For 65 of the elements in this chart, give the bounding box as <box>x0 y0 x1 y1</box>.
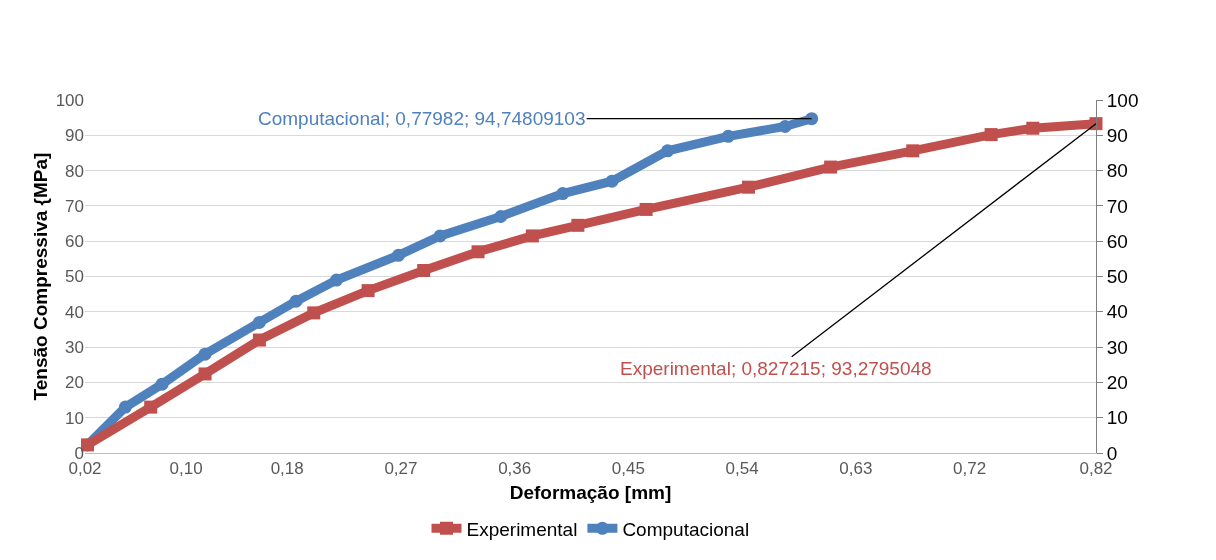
point <box>824 160 838 174</box>
point <box>155 377 169 391</box>
y-axis-title: Tensão Compressiva {MPa] <box>30 152 52 401</box>
legend-label: Experimental <box>466 518 578 540</box>
point <box>252 333 266 347</box>
point <box>494 209 508 223</box>
point <box>906 144 920 158</box>
legend-label: Computacional <box>622 518 750 540</box>
point <box>721 129 735 143</box>
x-tick-label: 0,18 <box>270 459 304 479</box>
point <box>984 128 998 142</box>
point <box>1026 121 1040 135</box>
annotation: Computacional; 0,77982; 94,74809103 <box>258 108 586 129</box>
y2-tick-label: 60 <box>1106 230 1128 252</box>
y2-tick-label: 80 <box>1106 160 1128 182</box>
x-axis-title: Deformação [mm] <box>509 482 672 504</box>
y-tick-label: 60 <box>65 232 84 252</box>
y-tick-label: 40 <box>65 302 84 322</box>
y-tick-label: 80 <box>65 161 84 181</box>
y-tick-label: 30 <box>65 338 84 358</box>
point <box>571 218 585 232</box>
point <box>778 119 792 133</box>
y2-tick-label: 20 <box>1106 372 1128 394</box>
point <box>307 306 321 320</box>
point <box>525 229 539 243</box>
y-tick-label: 50 <box>65 267 84 287</box>
point <box>471 245 485 259</box>
point <box>144 400 158 414</box>
y-tick-label: 70 <box>65 196 84 216</box>
point <box>741 180 755 194</box>
point <box>661 144 675 158</box>
point <box>391 248 405 262</box>
point <box>417 264 431 277</box>
point <box>198 347 212 361</box>
point <box>433 229 447 243</box>
y-tick-label: 10 <box>65 408 84 428</box>
point <box>330 273 343 287</box>
y2-tick-label: 10 <box>1106 407 1128 429</box>
x-tick-label: 0,82 <box>1079 459 1113 479</box>
point <box>118 400 132 414</box>
point <box>556 187 570 201</box>
point <box>361 284 375 298</box>
point <box>605 174 619 188</box>
point <box>198 367 212 381</box>
y2-tick-label: 70 <box>1106 195 1128 217</box>
y-tick-label: 100 <box>55 90 84 110</box>
point <box>639 202 653 216</box>
y2-tick-label: 90 <box>1106 124 1128 146</box>
x-tick-label: 0,45 <box>611 459 645 479</box>
x-tick-label: 0,63 <box>839 459 873 479</box>
point <box>252 315 266 329</box>
point <box>805 112 819 126</box>
y2-tick-label: 100 <box>1106 89 1139 111</box>
x-tick-label: 0,72 <box>953 459 987 479</box>
y-tick-label: 20 <box>65 373 84 393</box>
x-tick-label: 0,27 <box>384 459 418 479</box>
y2-tick-label: 30 <box>1106 336 1128 358</box>
y-tick-label: 90 <box>65 126 84 146</box>
x-tick-label: 0,10 <box>169 459 203 479</box>
y2-tick-label: 40 <box>1106 301 1128 323</box>
point <box>289 294 303 308</box>
x-tick-label: 0,36 <box>498 459 532 479</box>
annotation: Experimental; 0,827215; 93,2795048 <box>620 358 932 379</box>
x-tick-label: 0,54 <box>725 459 759 479</box>
y2-tick-label: 50 <box>1106 266 1128 288</box>
